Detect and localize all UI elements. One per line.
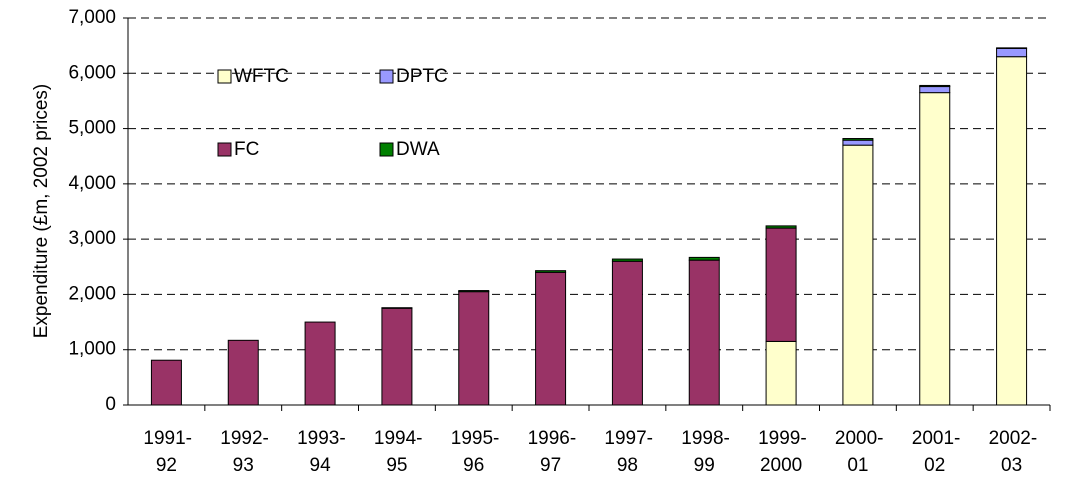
x-tick-label: 1992-93: [220, 428, 269, 476]
x-tick-label: 1991-92: [143, 428, 193, 476]
x-tick-label: 1997-98: [604, 428, 654, 476]
y-tick-label: 2,000: [68, 283, 116, 304]
y-tick-label: 1,000: [68, 339, 116, 360]
bar-segment: [535, 271, 567, 406]
x-tick-label: 1995-96: [450, 428, 500, 476]
bar-segment: [611, 258, 643, 262]
legend-label: WFTC: [234, 66, 289, 87]
bar-segment: [688, 256, 720, 261]
bar-segment: [919, 86, 951, 94]
bar-segment: [919, 84, 951, 88]
bar-segment: [611, 260, 643, 406]
x-tick-label: 2002-03: [988, 428, 1038, 476]
legend-swatch: [379, 69, 394, 84]
y-tick-label: 5,000: [68, 118, 116, 139]
bar-segment: [765, 340, 797, 406]
x-tick-label: 2001-02: [911, 428, 961, 476]
bar-segment: [996, 47, 1028, 49]
legend-label: DWA: [396, 139, 440, 160]
bar-segment: [381, 307, 413, 309]
legend-label: DPTC: [396, 66, 448, 87]
y-axis-label: Expenditure (£m, 2002 prices): [31, 84, 52, 339]
bar-segment: [996, 47, 1028, 58]
bar-segment: [227, 339, 259, 406]
bar-segment: [842, 138, 874, 141]
y-tick-label: 7,000: [68, 7, 116, 28]
bar-segment: [458, 290, 490, 293]
bar-segment: [842, 144, 874, 406]
x-tick-label: 2000-01: [834, 428, 884, 476]
legend-label: FC: [234, 139, 259, 160]
x-tick-label: 1993-94: [297, 428, 346, 476]
y-tick-label: 3,000: [68, 228, 116, 249]
x-tick-label: 1999-2000: [758, 428, 807, 476]
bar-segment: [919, 92, 951, 406]
y-tick-label: 6,000: [68, 62, 116, 83]
bar-segment: [535, 270, 567, 273]
bar-segment: [765, 227, 797, 342]
bar-segment: [458, 291, 490, 406]
bar-segment: [150, 359, 182, 406]
bar-segment: [765, 225, 797, 229]
y-tick-label: 0: [105, 394, 116, 415]
legend-swatch: [217, 69, 232, 84]
x-tick-label: 1994-95: [373, 428, 423, 476]
y-tick-label: 4,000: [68, 173, 116, 194]
legend-swatch: [379, 142, 394, 157]
bar-segment: [842, 139, 874, 146]
bar-segment: [304, 321, 336, 406]
x-tick-label: 1998-99: [681, 428, 730, 476]
bar-segment: [688, 259, 720, 406]
legend-swatch: [217, 142, 232, 157]
bar-segment: [381, 307, 413, 406]
bar-segment: [996, 56, 1028, 406]
x-tick-label: 1996-97: [527, 428, 577, 476]
